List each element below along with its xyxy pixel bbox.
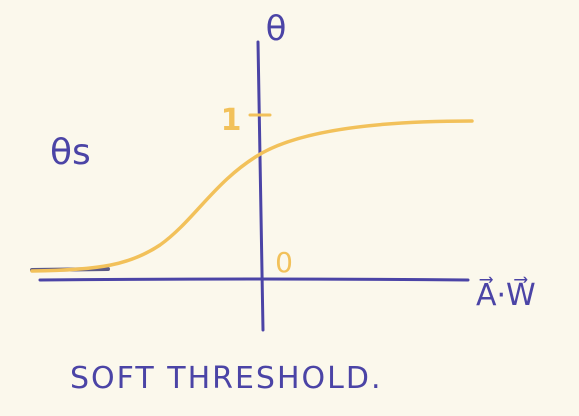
- x-axis-line: [38, 277, 470, 282]
- y-axis-label: θ: [266, 9, 287, 49]
- curve-label: θs: [50, 132, 91, 173]
- caption: SOFT THRESHOLD.: [70, 361, 383, 396]
- y-axis-line: [256, 40, 265, 332]
- tick-label-one: 1: [221, 103, 242, 138]
- x-axis-label: A⃗·W⃗: [476, 277, 536, 313]
- tick-label-zero: 0: [275, 246, 293, 279]
- sigmoid-curve: [30, 119, 474, 273]
